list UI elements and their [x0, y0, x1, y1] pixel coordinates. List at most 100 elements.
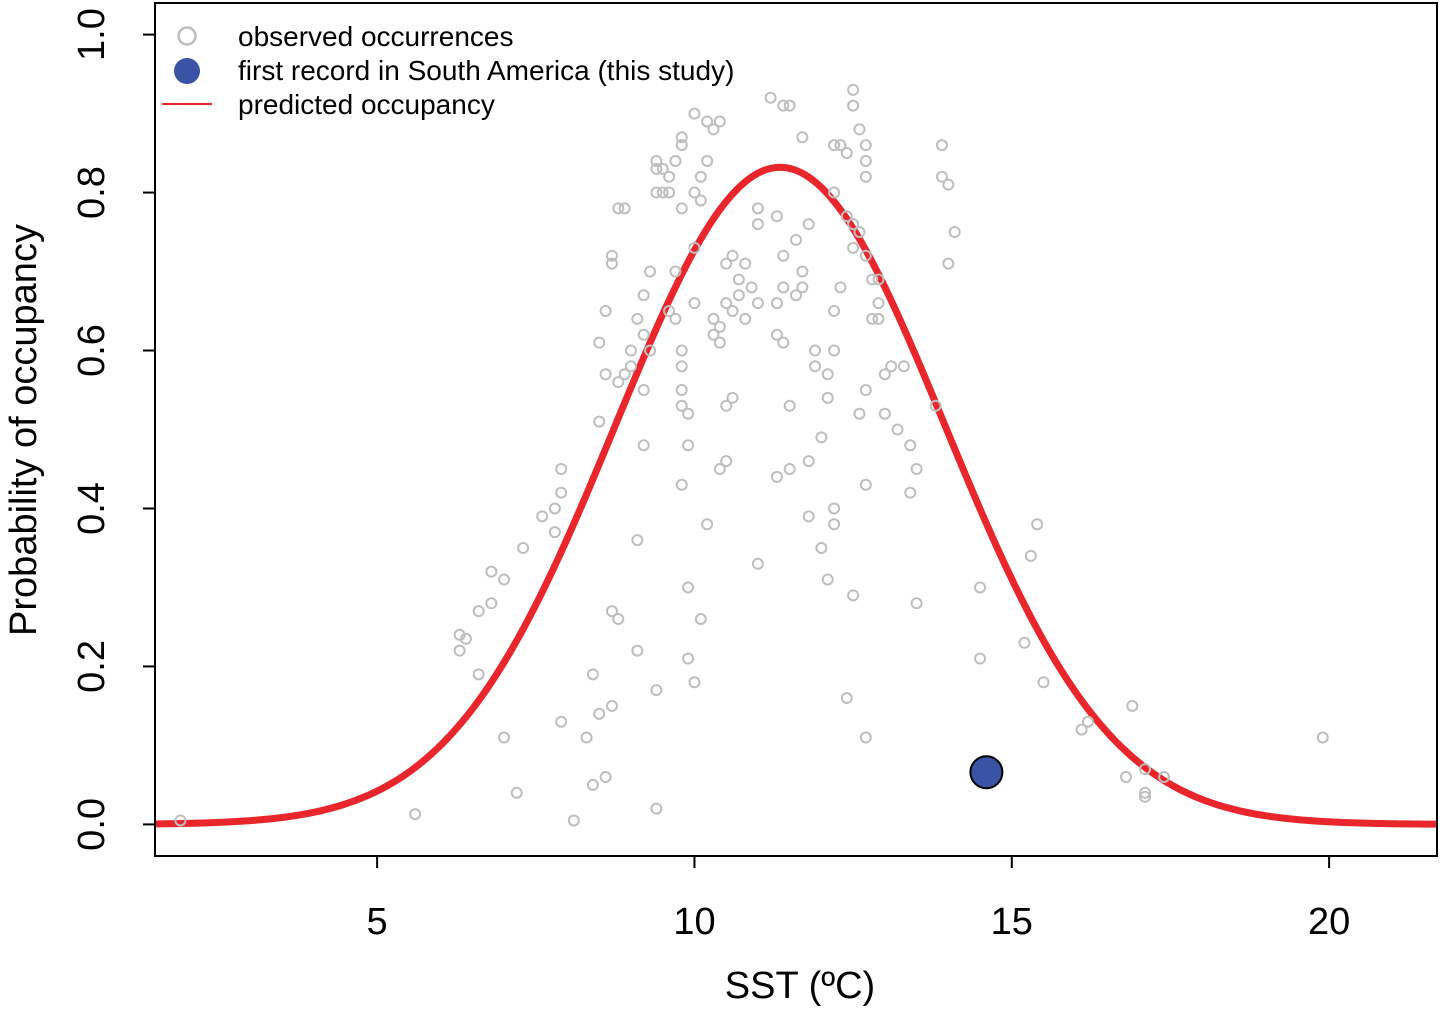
observed-occurrence-point — [605, 699, 618, 712]
observed-occurrence-point — [555, 715, 568, 728]
observed-occurrence-point — [1037, 676, 1050, 689]
legend: observed occurrences first record in Sou… — [162, 21, 734, 120]
observed-occurrences-layer — [174, 83, 1329, 827]
observed-occurrence-point — [688, 186, 701, 199]
observed-occurrence-point — [942, 178, 955, 191]
legend-observed-label: observed occurrences — [238, 21, 513, 52]
observed-occurrence-point — [1139, 790, 1152, 803]
observed-occurrence-point — [726, 391, 739, 404]
observed-occurrence-point — [726, 249, 739, 262]
observed-occurrence-point — [770, 470, 783, 483]
observed-occurrence-point — [707, 328, 720, 341]
observed-occurrence-point — [853, 226, 866, 239]
observed-occurrence-point — [853, 123, 866, 136]
observed-occurrence-point — [821, 573, 834, 586]
observed-occurrence-point — [1139, 763, 1152, 776]
observed-occurrence-point — [548, 502, 561, 515]
observed-occurrence-point — [637, 328, 650, 341]
observed-occurrence-point — [555, 486, 568, 499]
observed-occurrence-point — [567, 814, 580, 827]
observed-occurrence-point — [1139, 786, 1152, 799]
observed-occurrence-point — [682, 581, 695, 594]
observed-occurrence-point — [834, 139, 847, 152]
observed-occurrence-point — [828, 305, 841, 318]
observed-occurrence-point — [904, 486, 917, 499]
observed-occurrence-point — [904, 439, 917, 452]
observed-occurrence-point — [1024, 549, 1037, 562]
observed-occurrence-point — [624, 344, 637, 357]
observed-occurrence-point — [777, 249, 790, 262]
observed-occurrence-point — [618, 202, 631, 215]
observed-occurrence-point — [847, 241, 860, 254]
observed-occurrence-point — [1018, 636, 1031, 649]
observed-occurrence-point — [732, 273, 745, 286]
y-tick-label: 0.8 — [71, 166, 113, 219]
observed-occurrence-point — [1126, 699, 1139, 712]
observed-occurrence-point — [593, 415, 606, 428]
observed-occurrence-point — [688, 676, 701, 689]
observed-occurrence-point — [828, 502, 841, 515]
observed-occurrence-point — [859, 478, 872, 491]
observed-occurrence-point — [453, 644, 466, 657]
predicted-occupancy-layer — [154, 163, 1438, 828]
observed-occurrence-point — [828, 344, 841, 357]
observed-occurrence-point — [872, 312, 885, 325]
observed-occurrence-point — [701, 115, 714, 128]
observed-occurrence-point — [1158, 771, 1171, 784]
observed-occurrence-point — [605, 249, 618, 262]
observed-occurrence-point — [929, 399, 942, 412]
observed-occurrence-point — [847, 218, 860, 231]
observed-occurrence-point — [593, 707, 606, 720]
observed-occurrence-point — [675, 399, 688, 412]
observed-occurrence-point — [548, 526, 561, 539]
observed-occurrence-point — [688, 107, 701, 120]
observed-occurrence-point — [828, 139, 841, 152]
observed-occurrence-point — [472, 605, 485, 618]
observed-occurrence-point — [555, 462, 568, 475]
observed-occurrence-point — [656, 162, 669, 175]
observed-occurrence-point — [853, 407, 866, 420]
observed-occurrence-point — [739, 257, 752, 270]
observed-occurrence-point — [618, 368, 631, 381]
observed-occurrence-point — [586, 668, 599, 681]
observed-occurrence-point — [650, 802, 663, 815]
observed-occurrence-point — [599, 305, 612, 318]
observed-occurrence-point — [751, 218, 764, 231]
observed-occurrence-point — [624, 360, 637, 373]
observed-occurrence-point — [770, 328, 783, 341]
y-tick-label: 0.6 — [71, 324, 113, 377]
observed-occurrence-point — [720, 399, 733, 412]
observed-occurrence-point — [682, 407, 695, 420]
observed-occurrence-point — [840, 210, 853, 223]
observed-occurrence-point — [847, 83, 860, 96]
y-tick-label: 1.0 — [71, 8, 113, 61]
observed-occurrence-point — [485, 565, 498, 578]
observed-occurrence-point — [599, 771, 612, 784]
observed-occurrence-point — [840, 147, 853, 160]
observed-occurrence-point — [859, 384, 872, 397]
observed-occurrence-point — [796, 281, 809, 294]
y-tick-label: 0.0 — [71, 798, 113, 851]
observed-occurrence-point — [720, 297, 733, 310]
observed-occurrence-point — [802, 510, 815, 523]
observed-occurrence-point — [675, 344, 688, 357]
observed-occurrence-point — [675, 202, 688, 215]
observed-occurrence-point — [796, 265, 809, 278]
observed-occurrence-point — [859, 139, 872, 152]
observed-occurrence-point — [732, 289, 745, 302]
observed-occurrence-point — [783, 99, 796, 112]
observed-occurrence-point — [821, 368, 834, 381]
observed-occurrence-point — [663, 186, 676, 199]
observed-occurrence-point — [517, 541, 530, 554]
observed-occurrence-point — [828, 518, 841, 531]
observed-occurrence-point — [948, 226, 961, 239]
observed-occurrence-point — [720, 455, 733, 468]
observed-occurrence-point — [586, 778, 599, 791]
observed-occurrence-point — [599, 368, 612, 381]
observed-occurrence-point — [605, 605, 618, 618]
observed-occurrence-point — [669, 312, 682, 325]
observed-occurrence-point — [498, 573, 511, 586]
observed-occurrence-point — [815, 431, 828, 444]
observed-occurrence-point — [663, 170, 676, 183]
